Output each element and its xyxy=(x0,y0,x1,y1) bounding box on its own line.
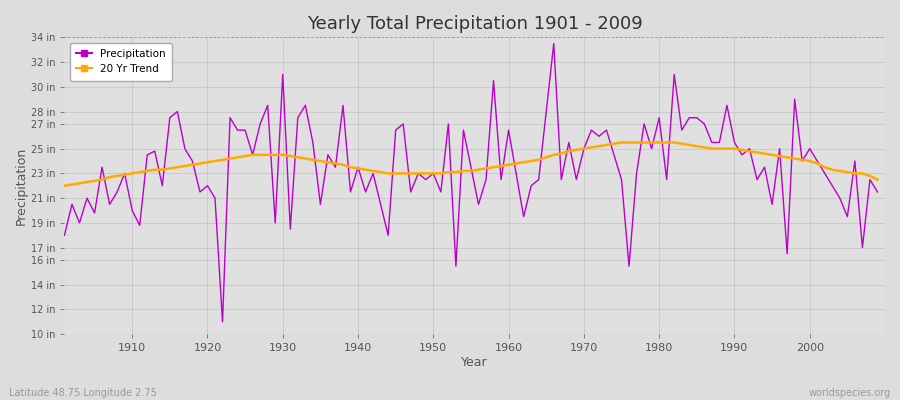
Y-axis label: Precipitation: Precipitation xyxy=(15,147,28,225)
Title: Yearly Total Precipitation 1901 - 2009: Yearly Total Precipitation 1901 - 2009 xyxy=(307,15,643,33)
Text: Latitude 48.75 Longitude 2.75: Latitude 48.75 Longitude 2.75 xyxy=(9,388,157,398)
Legend: Precipitation, 20 Yr Trend: Precipitation, 20 Yr Trend xyxy=(69,42,172,81)
Text: worldspecies.org: worldspecies.org xyxy=(809,388,891,398)
X-axis label: Year: Year xyxy=(462,356,488,369)
